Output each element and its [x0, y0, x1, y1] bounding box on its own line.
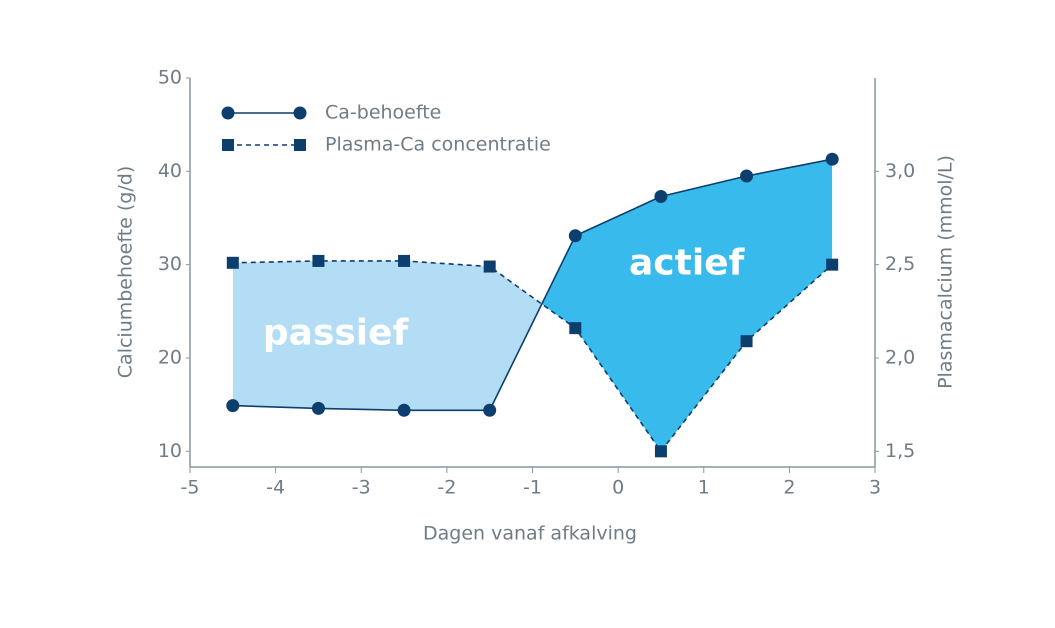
y-tick-label: 30: [158, 253, 182, 275]
y-axis-label: Calciumbehoefte (g/d): [115, 166, 137, 378]
y-tick-label: 40: [158, 160, 182, 182]
x-tick-label: -5: [181, 477, 200, 499]
y2-tick-label: 3,0: [885, 160, 915, 182]
x-tick-label: 1: [698, 477, 710, 499]
x-axis-label: Dagen vanaf afkalving: [423, 523, 637, 545]
point: [398, 254, 411, 267]
y2-tick-label: 2,0: [885, 347, 915, 369]
active-area: [232, 159, 833, 452]
point: [825, 152, 839, 166]
legend-marker: [293, 106, 307, 120]
point: [740, 169, 754, 183]
point: [654, 445, 667, 458]
point: [826, 258, 839, 271]
annotation: actief: [629, 243, 745, 284]
point: [226, 256, 239, 269]
x-tick-label: 2: [783, 477, 795, 499]
series-line: [232, 260, 833, 453]
x-tick-label: 0: [612, 477, 624, 499]
x-tick-label: 3: [869, 477, 881, 499]
annotation: passief: [263, 313, 409, 354]
point: [654, 190, 668, 204]
legend-label: Plasma-Ca concentratie: [325, 134, 551, 156]
x-tick-label: -1: [523, 477, 542, 499]
point: [740, 335, 753, 348]
y2-tick-label: 2,5: [885, 253, 915, 275]
point: [569, 322, 582, 335]
legend-marker: [294, 139, 306, 151]
y-tick-label: 20: [158, 347, 182, 369]
point: [311, 401, 325, 415]
x-tick-label: -3: [352, 477, 371, 499]
y2-axis-label: Plasmacalcium (mmol/L): [935, 155, 957, 389]
point: [226, 399, 240, 413]
y2-tick-label: 1,5: [885, 440, 915, 462]
legend-marker: [221, 106, 235, 120]
point: [568, 229, 582, 243]
legend-label: Ca-behoefte: [325, 102, 441, 124]
x-tick-label: -4: [266, 477, 285, 499]
series-line: [232, 158, 833, 412]
x-tick-label: -2: [437, 477, 456, 499]
point: [483, 260, 496, 273]
legend-marker: [222, 139, 234, 151]
point: [397, 403, 411, 417]
y-tick-label: 10: [158, 440, 182, 462]
point: [312, 254, 325, 267]
y-tick-label: 50: [158, 67, 182, 89]
point: [483, 403, 497, 417]
